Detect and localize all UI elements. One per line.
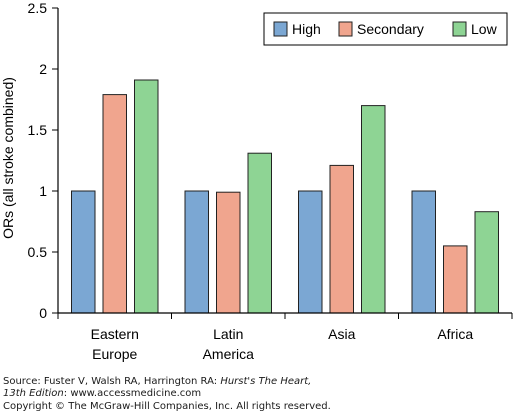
y-tick-label: 2 — [39, 61, 47, 77]
x-ticks-group: Eastern Europe Latin America Asia Africa — [57, 313, 513, 362]
x-tick-label-line: Eastern — [91, 326, 139, 342]
y-tick-label: 0 — [39, 305, 47, 321]
legend-swatch-secondary — [338, 21, 353, 37]
bar-high-3 — [411, 190, 436, 314]
y-tick-label: 1.5 — [28, 122, 48, 138]
x-tick-label: Latin America — [203, 326, 255, 362]
bar-secondary-2 — [329, 164, 354, 314]
legend-label-secondary: Secondary — [357, 21, 424, 37]
x-tick-label: Asia — [328, 326, 355, 342]
bar-high-1 — [184, 190, 209, 314]
bar-low-0 — [134, 79, 159, 314]
legend-label-low: Low — [471, 21, 498, 37]
x-tick-label: Africa — [437, 326, 473, 342]
bar-secondary-0 — [102, 94, 127, 314]
source-line-2: 13th Edition: www.accessmedicine.com — [3, 388, 201, 400]
x-tick-label-line: Asia — [328, 326, 355, 342]
bar-high-2 — [298, 190, 323, 314]
legend-label-high: High — [292, 21, 321, 37]
legend-swatch-low — [452, 21, 467, 37]
bar-secondary-1 — [216, 191, 241, 314]
bar-low-3 — [474, 211, 499, 314]
y-tick-label: 1 — [39, 183, 47, 199]
y-axis-label: ORs (all stroke combined) — [0, 77, 16, 239]
x-tick-label-line: Europe — [92, 346, 137, 362]
source-url: : www.accessmedicine.com — [63, 388, 202, 399]
y-axis-label-group: ORs (all stroke combined) — [0, 77, 16, 239]
legend: High Secondary Low — [263, 12, 508, 46]
x-tick-label-line: Africa — [437, 326, 473, 342]
legend-swatch-high — [273, 21, 288, 37]
x-tick-label-line: America — [203, 346, 255, 362]
bar-secondary-3 — [443, 245, 468, 314]
y-ticks-group: 0 0.5 1 1.5 2 2.5 — [28, 0, 58, 321]
y-tick-label: 0.5 — [28, 244, 48, 260]
bar-high-0 — [71, 190, 96, 314]
bars-group — [71, 79, 499, 314]
x-tick-label: Eastern Europe — [91, 326, 139, 362]
source-prefix: Source: Fuster V, Walsh RA, Harrington R… — [3, 376, 221, 387]
x-tick-label-line: Latin — [213, 326, 243, 342]
source-book-title: Hurst's The Heart, — [220, 376, 312, 387]
source-edition: 13th Edition — [3, 388, 64, 399]
bar-low-2 — [361, 105, 386, 314]
y-tick-label: 2.5 — [28, 0, 48, 16]
source-line-1: Source: Fuster V, Walsh RA, Harrington R… — [3, 376, 311, 388]
bar-low-1 — [247, 152, 272, 314]
bar-chart: ORs (all stroke combined) 0 0.5 1 1.5 2 2.5 E… — [0, 0, 513, 362]
copyright-line: Copyright © The McGraw-Hill Companies, I… — [3, 401, 331, 412]
